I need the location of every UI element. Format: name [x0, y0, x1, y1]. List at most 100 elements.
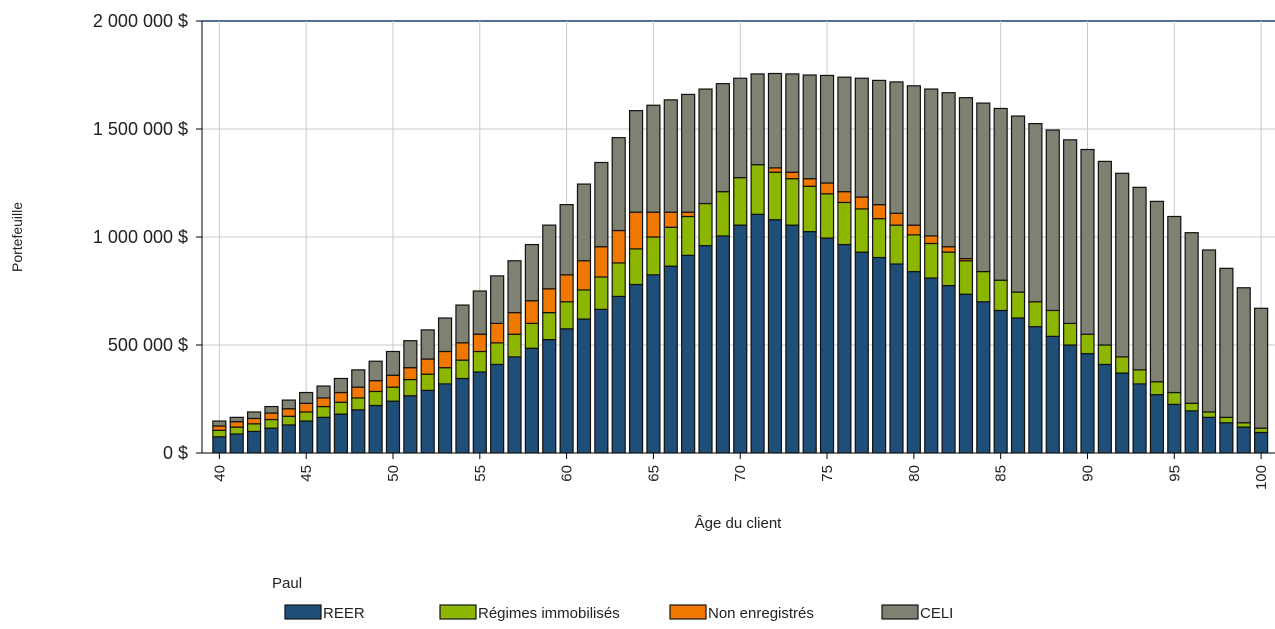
x-tick-label: 40 [211, 465, 228, 482]
bar-segment [993, 279, 1008, 312]
bar-segment [1063, 344, 1078, 454]
legend-label: Non enregistrés [708, 605, 814, 622]
bar-segment [299, 411, 314, 422]
y-tick-label: 1 500 000 $ [93, 119, 188, 139]
bar-segment [1219, 422, 1234, 454]
bar-segment [872, 256, 887, 454]
bar-segment [490, 363, 505, 454]
bar-segment [1045, 129, 1060, 312]
bar-segment [333, 401, 348, 415]
bar-segment [368, 380, 383, 393]
bar-segment [1045, 335, 1060, 454]
bar-segment [333, 413, 348, 454]
bar-segment [802, 178, 817, 187]
bar-segment [1219, 416, 1234, 424]
bar-segment [819, 193, 835, 239]
bar-segment [472, 350, 487, 373]
y-axis-label: Portefeuille [9, 202, 25, 272]
bar-segment [924, 277, 939, 454]
bar-segment [333, 391, 348, 403]
bar-segment [767, 167, 783, 173]
bar-segment [889, 224, 904, 265]
bar-segment [785, 224, 800, 454]
bar-segment [681, 211, 696, 218]
bar-segment [611, 262, 626, 298]
y-tick-label: 1 000 000 $ [93, 227, 188, 247]
bar-segment [472, 371, 487, 454]
legend-swatch [284, 604, 322, 620]
bar-segment [351, 397, 366, 411]
bar-segment [646, 211, 661, 238]
bar-segment [1201, 411, 1217, 418]
bar-segment [1167, 391, 1182, 405]
bar-segment [351, 386, 366, 399]
bar-segment [420, 389, 435, 454]
bar-segment [299, 420, 314, 454]
bar-segment [229, 416, 244, 423]
bar-segment [837, 201, 852, 246]
bar-segment [1149, 394, 1165, 454]
bar-segment [385, 374, 401, 388]
bar-segment [976, 270, 991, 303]
y-tick-label: 500 000 $ [108, 335, 188, 355]
bar-segment [472, 290, 487, 335]
bar-segment [576, 260, 592, 291]
bar-segment [733, 77, 748, 179]
bar-segment [368, 390, 383, 407]
legend-swatch [669, 604, 707, 620]
bar-segment [437, 367, 453, 385]
bar-segment [906, 270, 921, 454]
bar-segment [385, 386, 401, 402]
bar-segment [1115, 356, 1130, 374]
bar-segment [819, 182, 835, 195]
bar-segment [455, 377, 470, 454]
bar-segment [802, 231, 817, 454]
bar-segment [1097, 344, 1112, 366]
bar-segment [681, 215, 696, 256]
bar-segment [906, 234, 921, 273]
bar-segment [785, 73, 800, 173]
bar-segment [229, 421, 244, 428]
bar-segment [1097, 363, 1112, 454]
bar-segment [1149, 381, 1165, 396]
bar-segment [594, 308, 609, 454]
bar-segment [750, 73, 765, 166]
legend-label: Régimes immobilisés [478, 605, 620, 622]
bar-segment [767, 219, 783, 454]
bar-segment [611, 229, 626, 264]
bar-segment [924, 235, 939, 245]
bar-segment [837, 76, 852, 193]
bar-segment [524, 347, 539, 454]
bar-segment [854, 196, 869, 210]
bar-segment [403, 340, 418, 369]
legend-label: REER [323, 605, 365, 622]
bar-segment [1010, 291, 1026, 319]
bar-segment [455, 304, 470, 344]
bar-segment [559, 274, 574, 303]
bar-segment [663, 211, 678, 228]
bar-segment [941, 251, 956, 287]
bar-segment [819, 74, 835, 184]
bar-segment [264, 418, 279, 429]
bar-segment [472, 333, 487, 353]
bar-segment [1236, 422, 1251, 428]
bar-segment [333, 377, 348, 394]
bar-segment [663, 265, 678, 454]
bar-segment [559, 328, 574, 454]
bar-segment [420, 373, 435, 391]
bar-segment [316, 385, 331, 399]
bar-segment [594, 276, 609, 310]
y-tick-label: 2 000 000 $ [93, 11, 188, 31]
bar-segment [889, 81, 904, 214]
bar-segment [264, 405, 279, 414]
bar-segment [420, 358, 435, 375]
bar-segment [455, 342, 470, 361]
bar-segment [715, 235, 730, 454]
bar-segment [889, 212, 904, 226]
bar-segment [559, 204, 574, 276]
bar-segment [437, 350, 453, 369]
bar-segment [264, 427, 279, 454]
x-tick-label: 95 [1166, 465, 1183, 482]
bar-segment [420, 329, 435, 360]
bar-segment [542, 312, 557, 341]
